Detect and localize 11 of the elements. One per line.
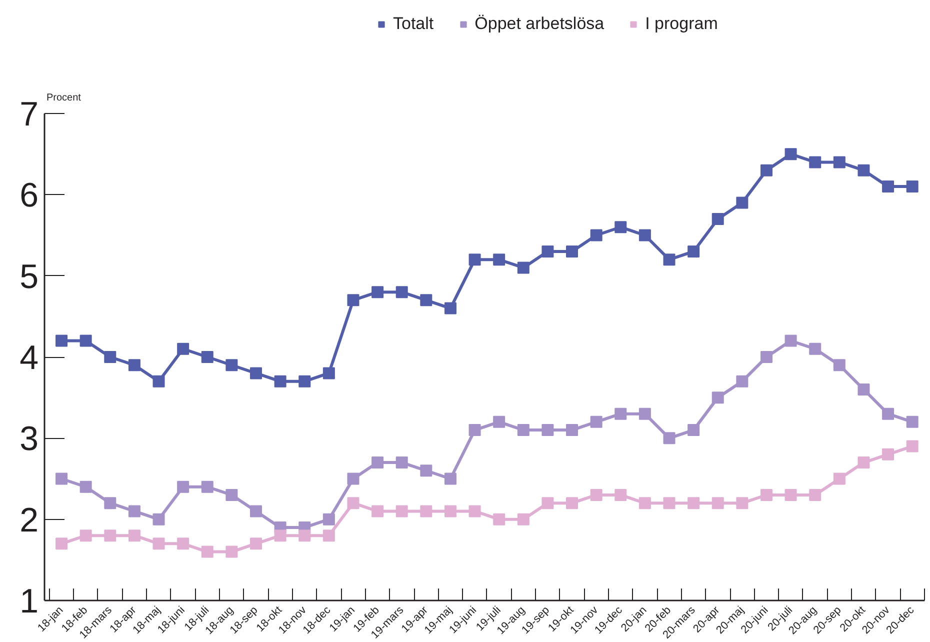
y-axis-title: Procent (46, 92, 82, 104)
y-tick-label: 2 (20, 501, 39, 540)
y-tick-label: 7 (20, 96, 39, 134)
y-tick-label: 5 (20, 258, 39, 296)
legend-label: Totalt (393, 14, 434, 34)
y-tick-label: 1 (20, 582, 39, 620)
y-tick-label: 3 (20, 420, 39, 458)
legend-label: Öppet arbetslösa (474, 14, 604, 34)
y-tick-label: 6 (20, 176, 39, 215)
y-tick-label: 4 (20, 339, 39, 377)
legend-label: I program (645, 14, 718, 34)
